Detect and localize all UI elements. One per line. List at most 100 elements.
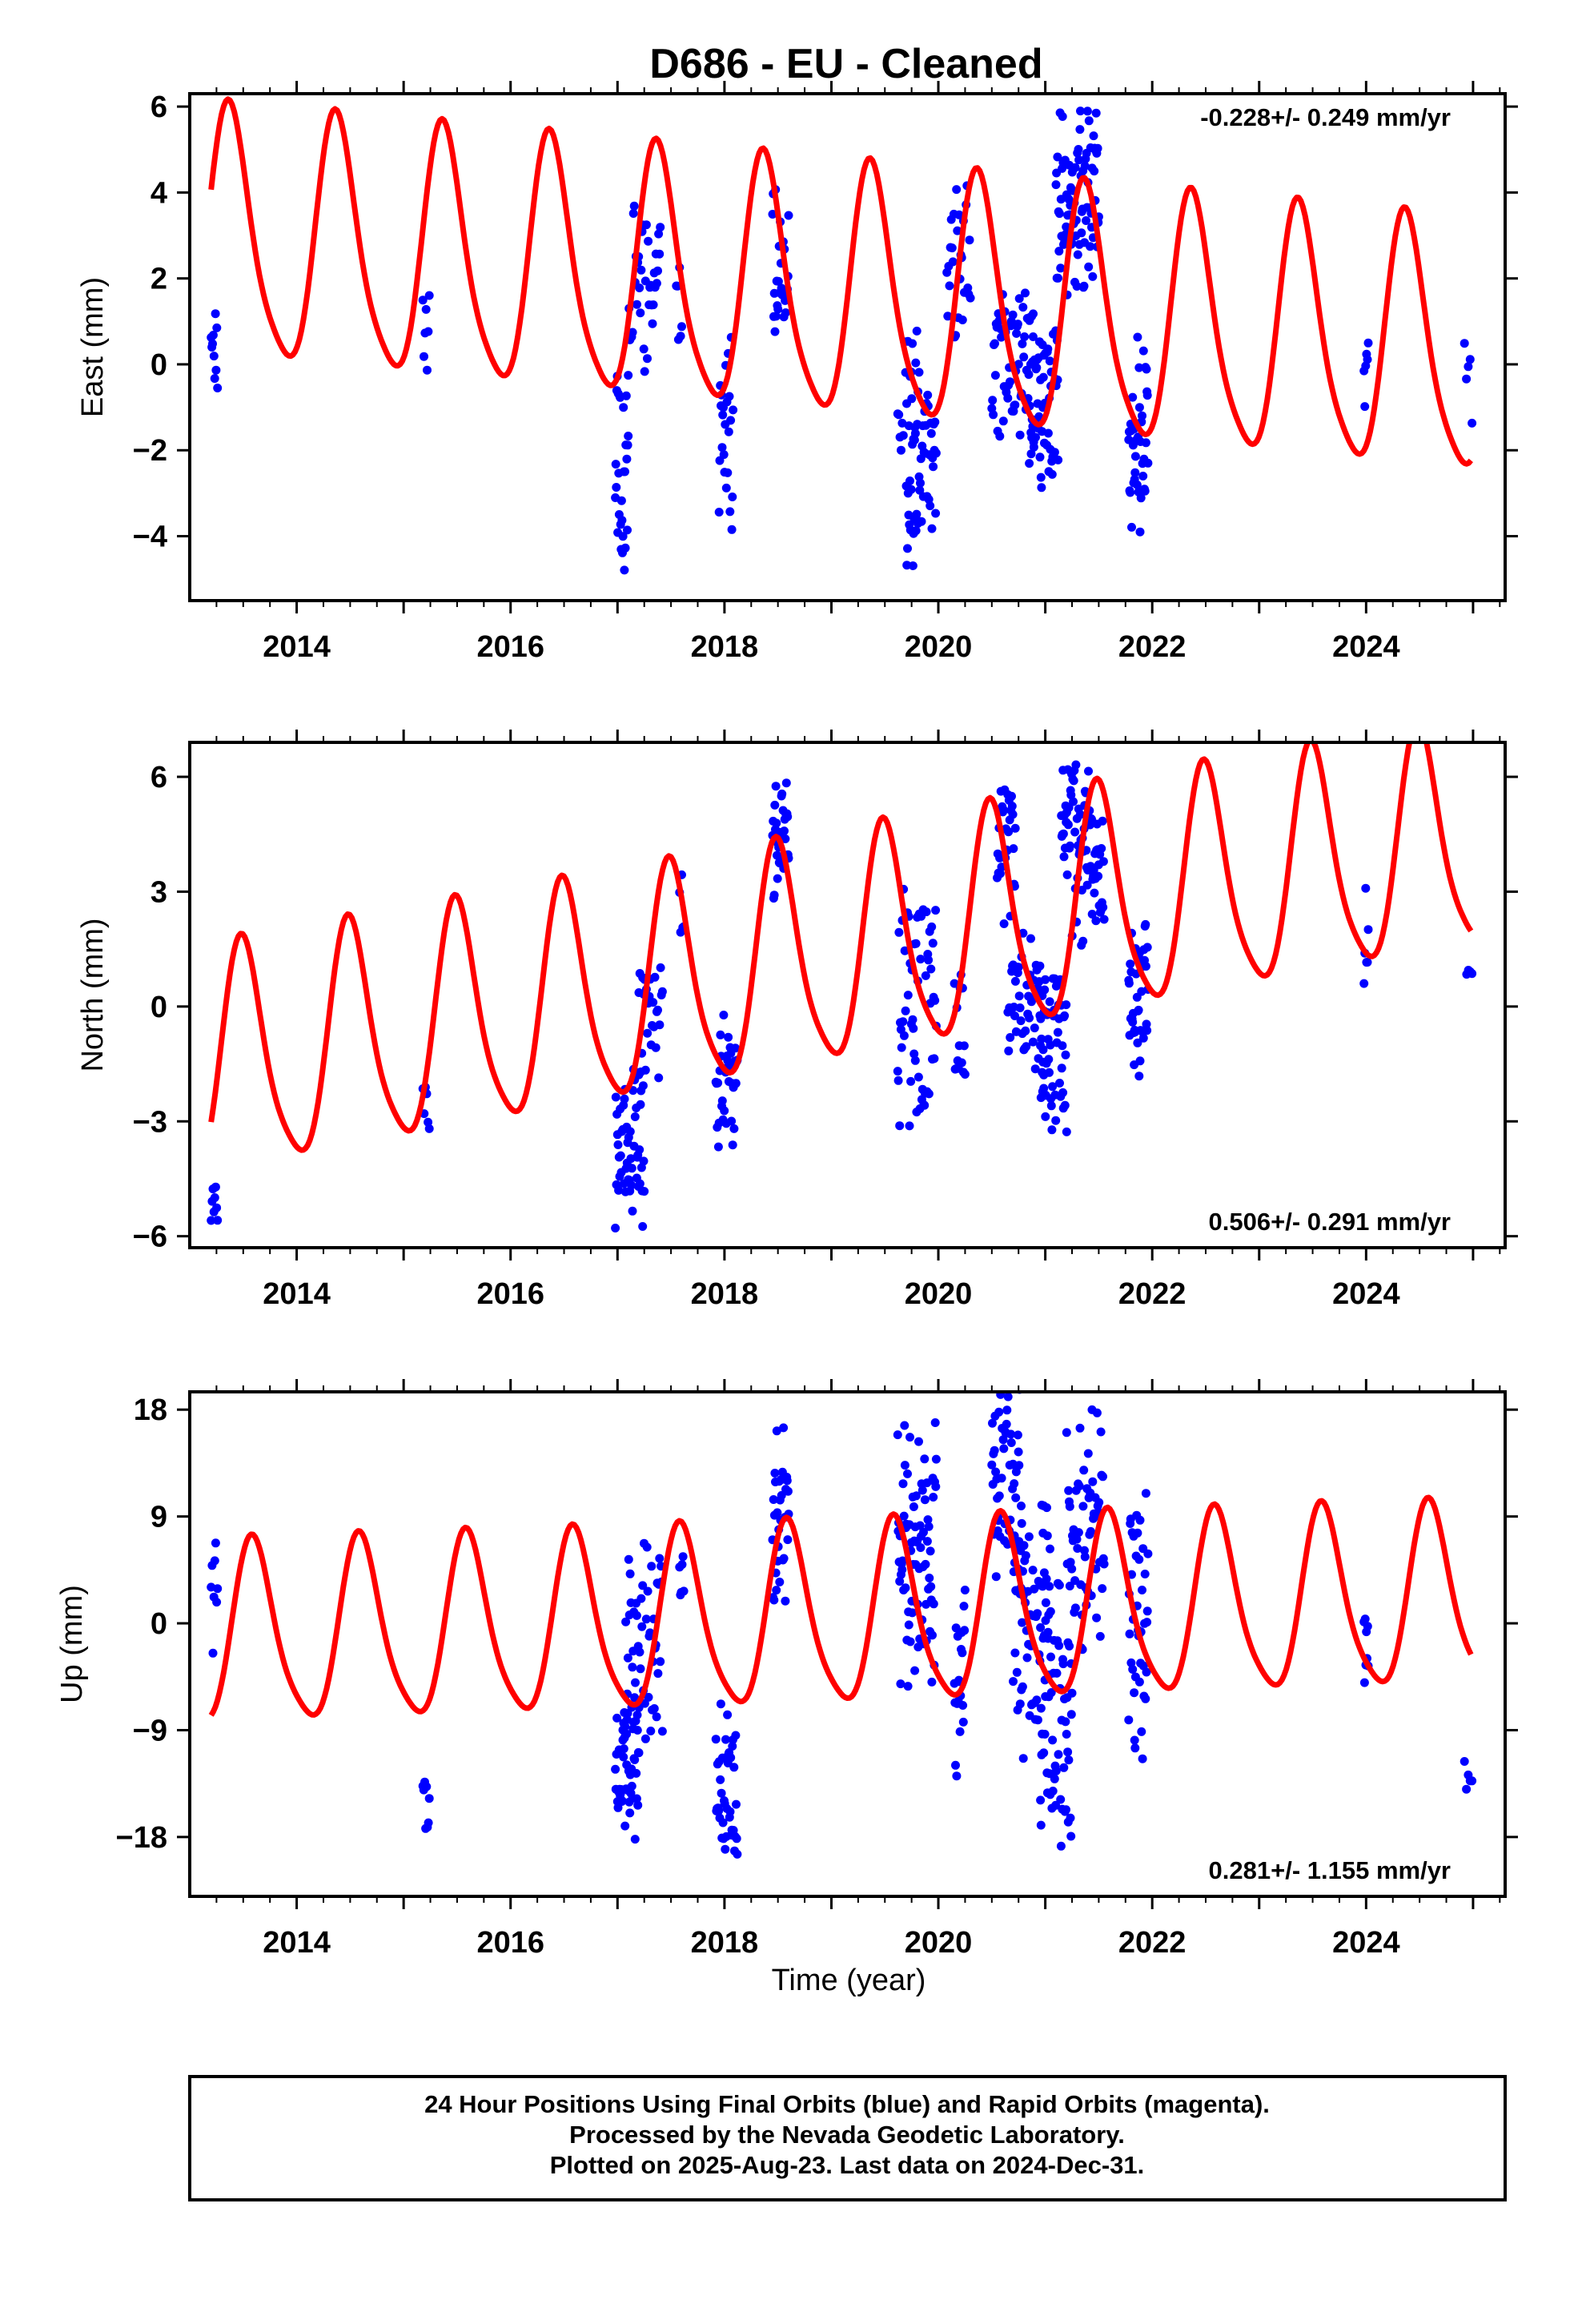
east-data-point: [620, 543, 630, 553]
up-data-point: [1130, 1743, 1140, 1753]
up-data-point: [1052, 1668, 1062, 1678]
east-data-point: [1460, 339, 1469, 348]
north-data-point: [898, 1017, 908, 1027]
up-data-point: [212, 1598, 222, 1607]
up-data-point: [1067, 1564, 1077, 1574]
up-data-point: [1018, 1754, 1028, 1763]
east-data-point: [1026, 449, 1036, 459]
up-data-point: [779, 1554, 789, 1563]
up-data-point: [1133, 1528, 1142, 1538]
north-data-point: [1037, 1034, 1046, 1043]
up-data-point: [914, 1437, 923, 1446]
east-data-point: [1084, 262, 1094, 271]
north-data-point: [207, 1216, 216, 1225]
up-data-point: [1028, 1566, 1038, 1575]
footer-line-2: Processed by the Nevada Geodetic Laborat…: [569, 2121, 1125, 2149]
up-data-point: [213, 1584, 223, 1594]
east-data-point: [958, 316, 967, 324]
north-data-point: [729, 1124, 739, 1133]
north-y-axis-label: North (mm): [76, 918, 110, 1072]
east-data-point: [717, 443, 727, 452]
east-x-tick-label: 2016: [476, 630, 544, 664]
up-data-point: [1095, 1631, 1105, 1641]
north-data-point: [1059, 852, 1069, 862]
east-y-tick-label: −2: [133, 434, 167, 468]
up-data-point: [211, 1538, 220, 1548]
up-data-point: [1012, 1667, 1022, 1677]
east-data-point: [628, 209, 638, 218]
east-data-point: [724, 427, 733, 436]
east-y-tick-label: 4: [151, 176, 167, 210]
east-data-point: [420, 352, 428, 361]
east-data-point: [911, 526, 921, 536]
up-data-point: [905, 1637, 915, 1647]
up-data-point: [1080, 1546, 1089, 1555]
up-data-point: [617, 1796, 627, 1806]
east-data-point: [622, 454, 632, 464]
north-data-point: [1030, 1023, 1039, 1033]
north-data-point: [653, 1005, 662, 1015]
up-data-point: [1051, 1800, 1061, 1810]
up-panel: 2014 2016 2018 2020 2022 2024 −18 −9 0 9 18 Up (mm)…: [55, 1379, 1518, 1960]
east-data-point: [773, 276, 783, 286]
north-data-point: [625, 1127, 635, 1136]
up-data-point: [1046, 1544, 1054, 1554]
up-data-point: [612, 1713, 622, 1723]
east-data-point: [930, 417, 940, 427]
up-data-point: [905, 1433, 914, 1442]
north-data-point: [894, 927, 904, 937]
east-data-point: [1018, 339, 1027, 348]
north-data-point: [1078, 936, 1088, 946]
north-data-point: [1097, 844, 1106, 853]
up-data-point: [988, 1418, 997, 1428]
east-data-point: [931, 509, 941, 518]
east-data-point: [1037, 483, 1046, 493]
north-data-point: [913, 1072, 923, 1082]
up-data-point: [625, 1808, 635, 1818]
east-data-point: [943, 312, 953, 321]
up-data-point: [777, 1490, 786, 1500]
north-data-point: [1028, 1037, 1038, 1047]
east-data-point: [1079, 281, 1089, 291]
north-data-point: [728, 1140, 737, 1150]
east-data-point: [644, 236, 653, 246]
north-data-point: [727, 1116, 737, 1126]
north-data-point: [777, 789, 787, 798]
east-data-point: [908, 440, 917, 449]
east-data-point: [1090, 167, 1099, 176]
north-plot-area: [207, 742, 1477, 1232]
up-data-point: [1036, 1622, 1046, 1632]
up-data-point: [1051, 1766, 1061, 1775]
north-data-point: [1094, 871, 1103, 881]
up-data-point: [1137, 1727, 1146, 1736]
up-data-point: [1039, 1748, 1049, 1758]
up-data-point: [1038, 1582, 1047, 1591]
up-data-point: [928, 1630, 937, 1640]
east-data-point: [721, 483, 731, 493]
east-data-point: [1074, 145, 1083, 154]
east-x-tick-label: 2020: [905, 630, 973, 664]
north-data-point: [1051, 1116, 1061, 1125]
up-data-point: [930, 1418, 940, 1427]
north-data-point: [1468, 969, 1477, 979]
east-data-point: [653, 266, 662, 275]
up-data-point: [916, 1543, 926, 1552]
north-data-point: [1010, 823, 1020, 833]
north-data-point: [897, 1043, 906, 1052]
up-data-point: [1067, 1688, 1077, 1698]
up-plot-frame: [188, 1390, 1507, 1898]
east-data-point: [931, 448, 941, 458]
north-data-point: [1138, 1033, 1148, 1043]
up-y-tick-label: 18: [134, 1393, 167, 1427]
north-data-point: [1026, 934, 1035, 943]
up-data-point: [897, 1565, 907, 1574]
up-data-point: [1056, 1795, 1066, 1804]
north-data-point: [657, 987, 667, 996]
up-data-point: [633, 1800, 643, 1810]
up-rate-annotation: 0.281+/- 1.155 mm/yr: [1209, 1856, 1451, 1884]
up-data-point: [632, 1768, 641, 1778]
up-data-point: [716, 1699, 725, 1709]
east-data-point: [953, 226, 962, 235]
east-data-point: [1089, 131, 1098, 141]
up-data-point: [1072, 1534, 1082, 1544]
